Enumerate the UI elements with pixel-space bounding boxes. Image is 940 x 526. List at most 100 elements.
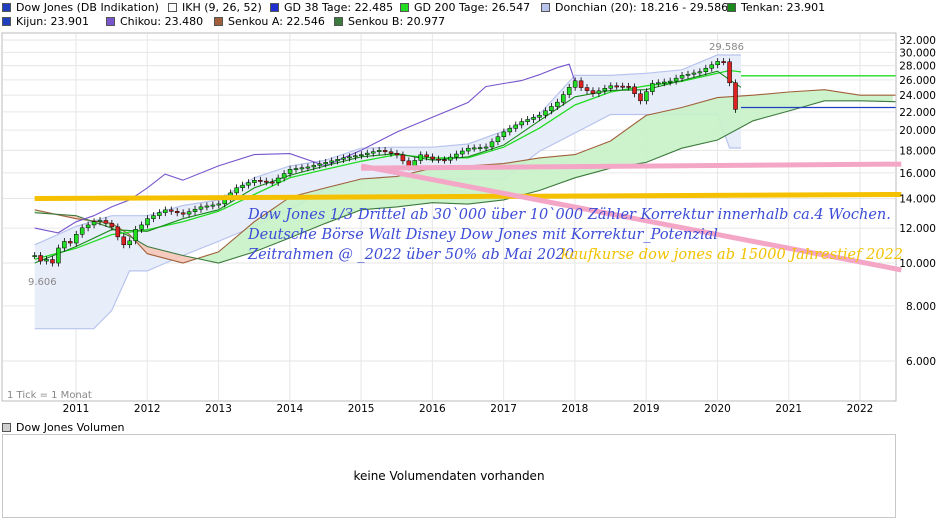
- legend-ikh[interactable]: IKH (9, 26, 52): [168, 1, 262, 14]
- price-candle-94: [590, 90, 596, 94]
- price-candle-31: [216, 203, 222, 206]
- x-tick-label-7: 2018: [562, 403, 589, 415]
- legend-senkou-b[interactable]: Senkou B: 20.977: [334, 15, 445, 28]
- price-candle-82: [519, 121, 524, 126]
- price-candle-60: [388, 151, 394, 154]
- price-candle-1: [38, 255, 43, 262]
- trend-lines: [34, 161, 902, 273]
- y-tick-label-9: 14.000: [899, 194, 936, 206]
- price-candle-22: [163, 209, 168, 213]
- legend-chikou[interactable]: Chikou: 23.480: [106, 15, 203, 28]
- senkou-b-line: [34, 100, 896, 264]
- volume-title-label: Dow Jones Volumen: [16, 421, 125, 434]
- y-tick-label-10: 12.000: [899, 223, 936, 235]
- price-candle-47: [311, 165, 317, 168]
- volume-title: Dow Jones Volumen: [2, 421, 125, 434]
- price-candle-68: [436, 158, 441, 161]
- price-candle-107: [667, 80, 673, 83]
- price-candle-81: [513, 124, 519, 129]
- price-candle-102: [638, 93, 643, 102]
- price-candle-74: [471, 147, 477, 150]
- annotation-line-4: kaufkurse dow jones ab 15000 Jahrestief …: [561, 247, 903, 263]
- legend-ikh-label: IKH (9, 26, 52): [182, 1, 262, 14]
- price-candle-30: [210, 204, 216, 207]
- label-low-9606: 9.606: [28, 277, 57, 288]
- price-candle-85: [537, 114, 542, 118]
- annotation-line-3: Zeitrahmen @ _2022 über 50% ab Mai 2020: [247, 247, 574, 263]
- legend-tenkan[interactable]: Tenkan: 23.901: [727, 1, 825, 14]
- legend-gd38[interactable]: GD 38 Tage: 22.485: [270, 1, 393, 14]
- legend-donchian[interactable]: Donchian (20): 18.216 - 29.586: [541, 1, 728, 14]
- price-candle-104: [650, 83, 655, 92]
- price-candle-75: [477, 147, 483, 149]
- y-tick-label-5: 22.000: [899, 107, 936, 119]
- legend-senkou-b-label: Senkou B: 20.977: [348, 15, 446, 28]
- price-candle-21: [157, 212, 162, 216]
- price-candle-55: [359, 154, 364, 157]
- price-candle-79: [501, 131, 507, 138]
- price-candle-18: [139, 224, 144, 230]
- cloud-segment-4: [198, 89, 893, 263]
- x-tick-label-5: 2016: [419, 403, 446, 415]
- price-candle-2: [44, 259, 49, 262]
- annotations: Dow Jones 1/3 Drittel ab 30`000 über 10`…: [247, 207, 903, 263]
- price-candle-90: [566, 87, 572, 95]
- price-candle-36: [246, 182, 251, 186]
- price-candle-118: [733, 82, 738, 110]
- legend-kijun[interactable]: Kijun: 23.901: [2, 15, 89, 28]
- price-candle-23: [169, 209, 174, 212]
- price-candle-67: [430, 156, 435, 160]
- price-candle-80: [507, 128, 513, 133]
- price-candle-70: [448, 156, 453, 161]
- price-candle-15: [121, 236, 127, 246]
- price-candle-100: [626, 86, 631, 88]
- price-candle-72: [460, 150, 465, 155]
- price-candle-69: [442, 159, 447, 162]
- annotation-line-2: Deutsche Börse Walt Disney Dow Jones mit…: [247, 227, 718, 243]
- legend-row-2: Kijun: 23.901 Chikou: 23.480 Senkou A: 2…: [0, 14, 940, 28]
- price-candle-115: [715, 61, 720, 66]
- price-candle-44: [293, 168, 299, 170]
- price-candle-28: [198, 206, 204, 210]
- price-candle-95: [596, 90, 602, 94]
- y-tick-label-1: 30.000: [899, 47, 936, 59]
- legend-tenkan-label: Tenkan: 23.901: [741, 1, 826, 14]
- price-candle-4: [56, 247, 61, 264]
- x-tick-label-8: 2019: [633, 403, 660, 415]
- price-candle-40: [269, 181, 275, 184]
- legend-dow-jones[interactable]: Dow Jones (DB Indikation): [2, 1, 159, 14]
- swatch-ikh: [168, 3, 177, 12]
- price-candle-111: [691, 72, 697, 75]
- price-candle-110: [685, 73, 691, 76]
- x-tick-label-6: 2017: [490, 403, 517, 415]
- x-tick-label-10: 2021: [775, 403, 802, 415]
- volume-empty-message: keine Volumendaten vorhanden: [353, 469, 545, 483]
- price-candle-37: [252, 180, 257, 183]
- price-candle-101: [632, 86, 637, 94]
- price-candle-99: [620, 85, 625, 88]
- price-candle-6: [68, 241, 73, 244]
- y-tick-label-2: 28.000: [899, 61, 936, 73]
- price-candle-14: [115, 226, 121, 238]
- price-candle-59: [382, 150, 388, 153]
- price-candle-20: [151, 215, 156, 219]
- price-candle-10: [91, 221, 97, 226]
- legend-gd200[interactable]: GD 200 Tage: 26.547: [400, 1, 530, 14]
- price-candle-43: [287, 169, 293, 174]
- legend-donchian-label: Donchian (20): 18.216 - 29.586: [555, 1, 729, 14]
- price-candle-58: [376, 150, 382, 152]
- price-candle-113: [703, 67, 709, 72]
- yellow-support-line: [34, 192, 902, 201]
- x-tick-label-11: 2022: [847, 403, 874, 415]
- price-candle-108: [673, 77, 679, 82]
- y-tick-label-12: 8.000: [906, 301, 936, 313]
- tick-note: 1 Tick = 1 Monat: [7, 390, 92, 401]
- legend-senkou-a-label: Senkou A: 22.546: [228, 15, 325, 28]
- price-candle-38: [258, 180, 263, 182]
- annotation-line-1: Dow Jones 1/3 Drittel ab 30`000 über 10`…: [247, 207, 891, 223]
- price-candle-35: [240, 184, 245, 189]
- legend-senkou-a[interactable]: Senkou A: 22.546: [214, 15, 325, 28]
- price-candle-48: [317, 163, 323, 166]
